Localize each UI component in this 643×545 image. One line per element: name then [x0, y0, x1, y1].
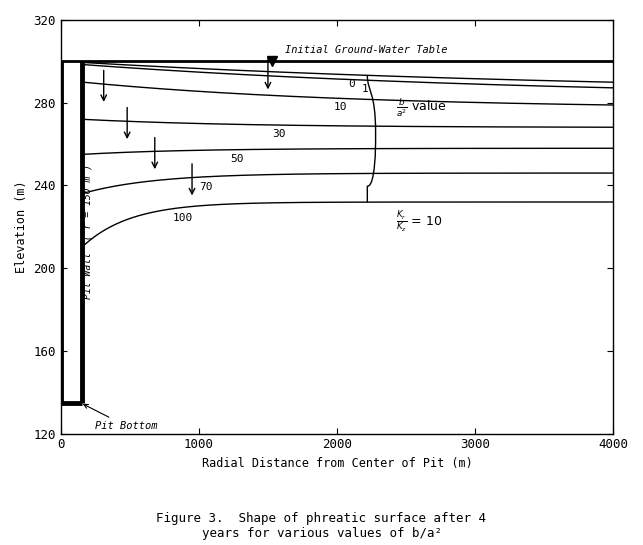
Text: $\frac{K_r}{K_z}$ = 10: $\frac{K_r}{K_z}$ = 10 [396, 209, 442, 234]
Text: 30: 30 [272, 129, 285, 139]
Text: 50: 50 [231, 154, 244, 164]
Text: Pit Wall  ( r = 150 m ): Pit Wall ( r = 150 m ) [83, 164, 93, 299]
Text: 0: 0 [348, 78, 355, 89]
Text: $\frac{b}{a^2}$ value: $\frac{b}{a^2}$ value [396, 96, 448, 119]
X-axis label: Radial Distance from Center of Pit (m): Radial Distance from Center of Pit (m) [202, 457, 473, 470]
Y-axis label: Elevation (m): Elevation (m) [15, 180, 28, 273]
Text: 100: 100 [173, 214, 193, 223]
Text: Initial Ground-Water Table: Initial Ground-Water Table [284, 45, 447, 55]
Text: Figure 3.  Shape of phreatic surface after 4
years for various values of b/a²: Figure 3. Shape of phreatic surface afte… [156, 512, 487, 540]
Text: 70: 70 [199, 181, 212, 191]
Text: 1: 1 [362, 84, 368, 94]
Text: Pit Bottom: Pit Bottom [84, 404, 158, 431]
Text: 10: 10 [334, 102, 348, 112]
